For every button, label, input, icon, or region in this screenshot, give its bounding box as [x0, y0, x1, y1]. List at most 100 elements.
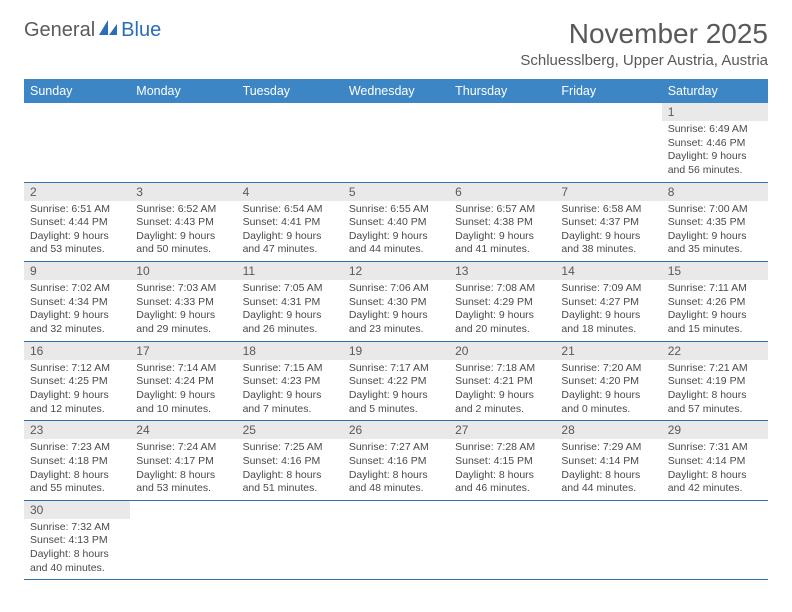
day-data-line: Sunset: 4:30 PM: [349, 296, 443, 310]
day-data-line: and 53 minutes.: [30, 243, 124, 257]
day-sun-data: Sunrise: 7:08 AMSunset: 4:29 PMDaylight:…: [449, 280, 555, 341]
day-data-line: Daylight: 9 hours: [136, 230, 230, 244]
day-number: 8: [662, 183, 768, 201]
day-data-line: Daylight: 9 hours: [561, 309, 655, 323]
day-data-line: Daylight: 8 hours: [136, 469, 230, 483]
day-data-line: Sunrise: 7:14 AM: [136, 362, 230, 376]
day-header-wednesday: Wednesday: [343, 79, 449, 103]
day-data-line: Daylight: 9 hours: [668, 230, 762, 244]
day-number: 13: [449, 262, 555, 280]
day-data-line: Daylight: 9 hours: [136, 309, 230, 323]
day-data-line: Sunrise: 7:29 AM: [561, 441, 655, 455]
day-data-line: Sunrise: 7:27 AM: [349, 441, 443, 455]
calendar-day-cell: 27Sunrise: 7:28 AMSunset: 4:15 PMDayligh…: [449, 421, 555, 501]
month-title: November 2025: [520, 18, 768, 50]
day-number: 11: [237, 262, 343, 280]
day-header-sunday: Sunday: [24, 79, 130, 103]
logo-text-blue: Blue: [121, 19, 161, 42]
day-header-monday: Monday: [130, 79, 236, 103]
day-data-line: Sunset: 4:41 PM: [243, 216, 337, 230]
day-data-line: Sunrise: 7:18 AM: [455, 362, 549, 376]
day-data-line: Daylight: 9 hours: [455, 309, 549, 323]
day-data-line: Daylight: 9 hours: [243, 389, 337, 403]
day-number: 21: [555, 342, 661, 360]
title-block: November 2025 Schluesslberg, Upper Austr…: [520, 18, 768, 69]
calendar-day-cell: 11Sunrise: 7:05 AMSunset: 4:31 PMDayligh…: [237, 262, 343, 342]
day-data-line: Daylight: 9 hours: [243, 230, 337, 244]
calendar-body: 1Sunrise: 6:49 AMSunset: 4:46 PMDaylight…: [24, 103, 768, 580]
calendar-empty-cell: [130, 103, 236, 182]
day-data-line: Daylight: 9 hours: [30, 389, 124, 403]
day-number: 14: [555, 262, 661, 280]
day-data-line: Daylight: 8 hours: [561, 469, 655, 483]
day-number: 29: [662, 421, 768, 439]
day-number: 20: [449, 342, 555, 360]
day-sun-data: Sunrise: 7:17 AMSunset: 4:22 PMDaylight:…: [343, 360, 449, 421]
day-data-line: Daylight: 8 hours: [668, 469, 762, 483]
day-data-line: Daylight: 9 hours: [349, 230, 443, 244]
calendar-day-cell: 30Sunrise: 7:32 AMSunset: 4:13 PMDayligh…: [24, 500, 130, 580]
calendar-header-row: SundayMondayTuesdayWednesdayThursdayFrid…: [24, 79, 768, 103]
day-data-line: Sunrise: 7:21 AM: [668, 362, 762, 376]
day-sun-data: Sunrise: 6:49 AMSunset: 4:46 PMDaylight:…: [662, 121, 768, 182]
day-data-line: Sunrise: 7:25 AM: [243, 441, 337, 455]
day-number: 22: [662, 342, 768, 360]
location-subtitle: Schluesslberg, Upper Austria, Austria: [520, 52, 768, 69]
day-sun-data: Sunrise: 6:54 AMSunset: 4:41 PMDaylight:…: [237, 201, 343, 262]
day-data-line: Sunrise: 7:20 AM: [561, 362, 655, 376]
calendar-day-cell: 15Sunrise: 7:11 AMSunset: 4:26 PMDayligh…: [662, 262, 768, 342]
day-number: 2: [24, 183, 130, 201]
day-number: 18: [237, 342, 343, 360]
day-number: 15: [662, 262, 768, 280]
day-sun-data: Sunrise: 7:06 AMSunset: 4:30 PMDaylight:…: [343, 280, 449, 341]
calendar-day-cell: 22Sunrise: 7:21 AMSunset: 4:19 PMDayligh…: [662, 341, 768, 421]
day-data-line: Sunset: 4:13 PM: [30, 534, 124, 548]
day-header-tuesday: Tuesday: [237, 79, 343, 103]
day-data-line: and 44 minutes.: [561, 482, 655, 496]
day-data-line: Daylight: 8 hours: [455, 469, 549, 483]
day-data-line: Sunset: 4:29 PM: [455, 296, 549, 310]
day-header-friday: Friday: [555, 79, 661, 103]
logo-sail-icon: [97, 18, 119, 43]
day-sun-data: Sunrise: 7:00 AMSunset: 4:35 PMDaylight:…: [662, 201, 768, 262]
day-data-line: Sunset: 4:31 PM: [243, 296, 337, 310]
day-data-line: Sunrise: 7:24 AM: [136, 441, 230, 455]
calendar-week-row: 23Sunrise: 7:23 AMSunset: 4:18 PMDayligh…: [24, 421, 768, 501]
day-data-line: and 46 minutes.: [455, 482, 549, 496]
calendar-empty-cell: [24, 103, 130, 182]
day-sun-data: Sunrise: 6:58 AMSunset: 4:37 PMDaylight:…: [555, 201, 661, 262]
day-data-line: and 35 minutes.: [668, 243, 762, 257]
day-sun-data: Sunrise: 7:15 AMSunset: 4:23 PMDaylight:…: [237, 360, 343, 421]
day-data-line: Sunset: 4:21 PM: [455, 375, 549, 389]
day-data-line: Sunrise: 7:17 AM: [349, 362, 443, 376]
day-data-line: and 0 minutes.: [561, 403, 655, 417]
day-data-line: Sunrise: 6:51 AM: [30, 203, 124, 217]
day-number: 10: [130, 262, 236, 280]
calendar-day-cell: 12Sunrise: 7:06 AMSunset: 4:30 PMDayligh…: [343, 262, 449, 342]
page-header: General Blue November 2025 Schluesslberg…: [24, 18, 768, 69]
calendar-day-cell: 14Sunrise: 7:09 AMSunset: 4:27 PMDayligh…: [555, 262, 661, 342]
day-header-saturday: Saturday: [662, 79, 768, 103]
day-number: 25: [237, 421, 343, 439]
day-data-line: and 12 minutes.: [30, 403, 124, 417]
day-data-line: Daylight: 9 hours: [30, 309, 124, 323]
day-data-line: Sunrise: 7:28 AM: [455, 441, 549, 455]
calendar-table: SundayMondayTuesdayWednesdayThursdayFrid…: [24, 79, 768, 580]
day-data-line: and 48 minutes.: [349, 482, 443, 496]
day-data-line: Sunrise: 6:52 AM: [136, 203, 230, 217]
day-number: 9: [24, 262, 130, 280]
day-number: 23: [24, 421, 130, 439]
day-data-line: Sunset: 4:40 PM: [349, 216, 443, 230]
calendar-day-cell: 13Sunrise: 7:08 AMSunset: 4:29 PMDayligh…: [449, 262, 555, 342]
day-data-line: and 44 minutes.: [349, 243, 443, 257]
day-data-line: and 41 minutes.: [455, 243, 549, 257]
calendar-empty-cell: [555, 500, 661, 580]
day-data-line: and 7 minutes.: [243, 403, 337, 417]
calendar-empty-cell: [449, 500, 555, 580]
calendar-week-row: 9Sunrise: 7:02 AMSunset: 4:34 PMDaylight…: [24, 262, 768, 342]
day-data-line: Daylight: 8 hours: [349, 469, 443, 483]
day-data-line: Sunrise: 7:03 AM: [136, 282, 230, 296]
day-sun-data: Sunrise: 6:51 AMSunset: 4:44 PMDaylight:…: [24, 201, 130, 262]
day-sun-data: Sunrise: 6:55 AMSunset: 4:40 PMDaylight:…: [343, 201, 449, 262]
calendar-week-row: 1Sunrise: 6:49 AMSunset: 4:46 PMDaylight…: [24, 103, 768, 182]
